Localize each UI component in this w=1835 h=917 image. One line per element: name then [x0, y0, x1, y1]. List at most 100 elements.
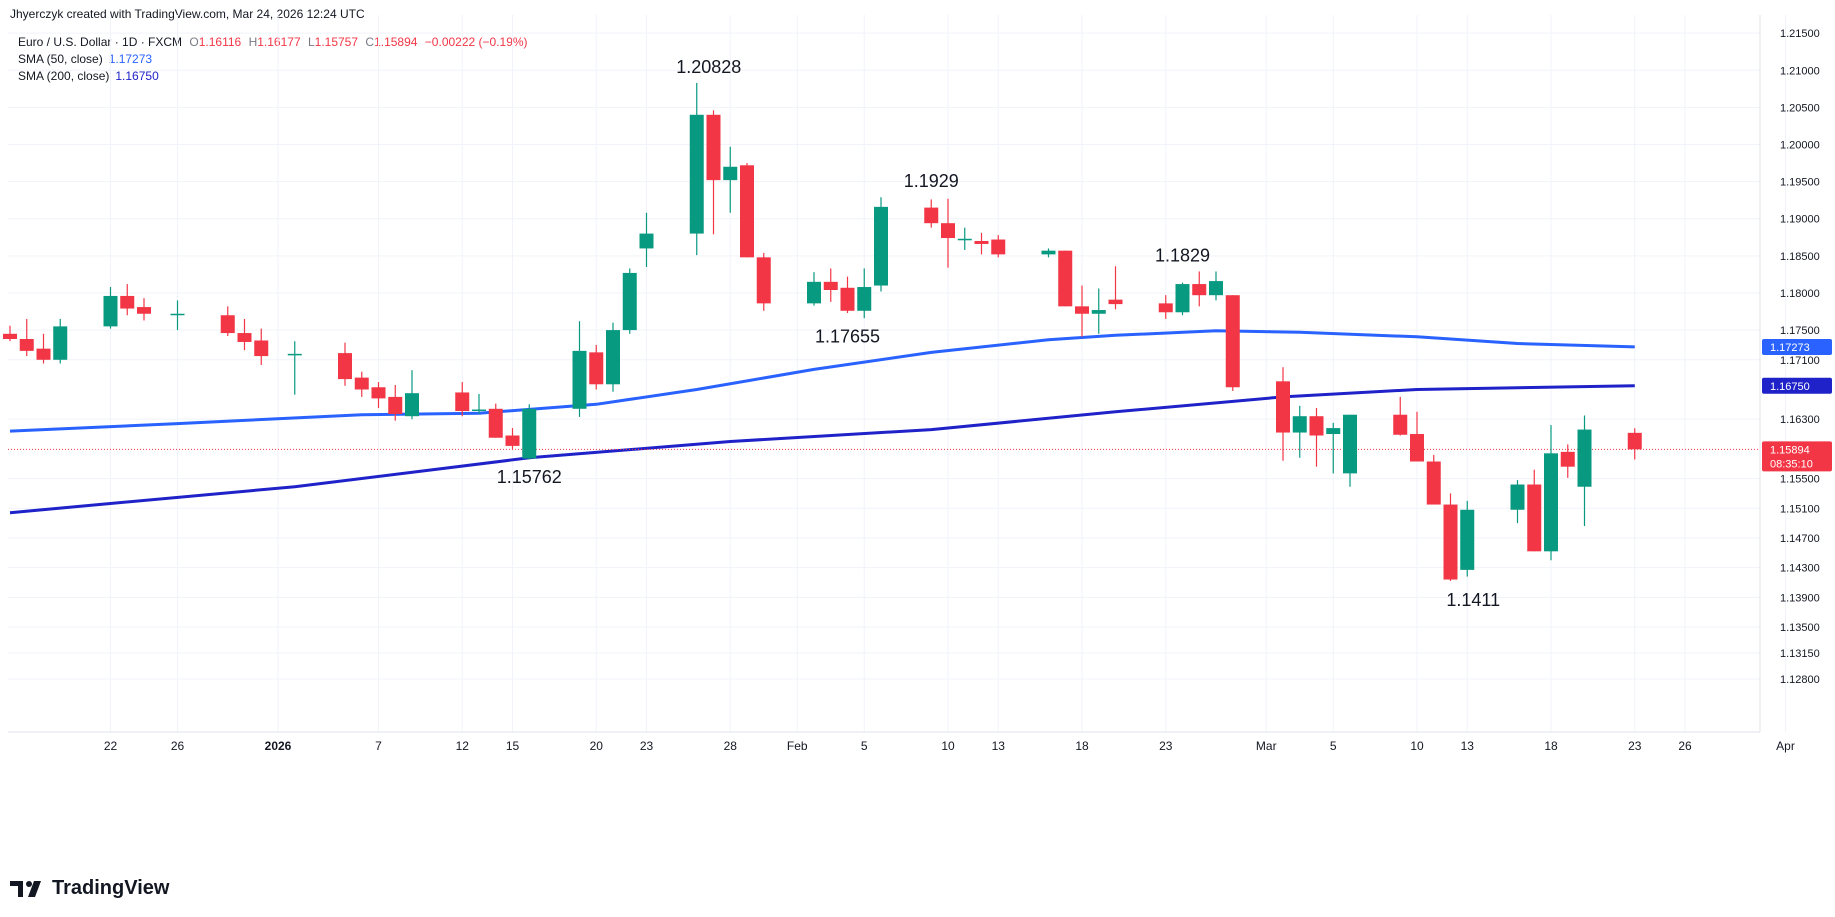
tradingview-logo[interactable]: TradingView — [10, 877, 169, 900]
x-tick-label: 12 — [456, 739, 470, 753]
ohlc-high-key: H — [248, 35, 258, 49]
candle-down — [1627, 428, 1642, 460]
candle-body — [606, 330, 620, 385]
y-tick-label: 1.19500 — [1780, 177, 1820, 189]
sma50-legend-row[interactable]: SMA (50, close) 1.17273 — [18, 51, 528, 68]
candle-body — [220, 315, 235, 334]
sma200-value: 1.16750 — [115, 69, 159, 83]
candle-body — [823, 281, 838, 291]
price-annotation: 1.1829 — [1155, 245, 1210, 265]
candle-down — [354, 371, 369, 397]
candle-body — [1058, 250, 1073, 307]
candle-down — [254, 328, 269, 365]
candle-body — [1343, 414, 1357, 474]
candle-body — [1309, 416, 1324, 436]
candle-body — [689, 114, 704, 234]
candle-up — [639, 212, 654, 267]
candle-body — [1292, 416, 1307, 433]
candle-down — [706, 110, 721, 235]
candle-up — [1326, 422, 1341, 474]
candle-up — [1343, 414, 1357, 487]
y-tick-label: 1.19000 — [1780, 214, 1820, 226]
candle-body — [371, 387, 386, 399]
candle-body — [874, 206, 888, 286]
candle-down — [338, 342, 352, 386]
candle-body — [1075, 306, 1089, 314]
candle-down — [36, 333, 51, 364]
x-tick-label: 7 — [375, 739, 382, 753]
candle-up — [1460, 500, 1475, 577]
annotation-layer: 1.20828 1.1929 1.1829 1.17655 1.15762 1.1411 — [497, 57, 1500, 610]
candle-down — [1560, 444, 1575, 478]
price-annotation: 1.1929 — [904, 171, 959, 191]
x-tick-label: 5 — [1330, 739, 1337, 753]
candle-up — [472, 393, 486, 414]
x-tick-label: 2026 — [265, 739, 292, 753]
axis-price-tag-bg — [1762, 377, 1832, 394]
candle-up — [1292, 405, 1307, 458]
candle-body — [3, 333, 17, 340]
x-tick-label: 23 — [1159, 739, 1173, 753]
sma50-line — [9, 329, 1635, 433]
x-tick-label: 5 — [861, 739, 868, 753]
candle-up — [1175, 282, 1190, 316]
candle-body — [622, 272, 637, 331]
candle-down — [388, 385, 403, 421]
x-tick-label: 13 — [992, 739, 1006, 753]
x-tick-label: 20 — [590, 739, 604, 753]
candle-down — [1158, 295, 1173, 319]
axis-price-tag-text: 1.17273 — [1770, 342, 1810, 354]
y-tick-label: 1.17100 — [1780, 355, 1820, 367]
candle-body — [287, 353, 302, 356]
ohlc-high-value: 1.16177 — [257, 35, 301, 49]
candle-down — [505, 428, 520, 450]
sma200-legend-row[interactable]: SMA (200, close) 1.16750 — [18, 68, 528, 85]
candle-down — [488, 403, 503, 438]
candle-down — [823, 268, 838, 302]
candle-up — [874, 197, 888, 292]
symbol-legend-row[interactable]: Euro / U.S. Dollar · 1D · FXCM O1.16116 … — [18, 34, 528, 51]
chart-legend: Euro / U.S. Dollar · 1D · FXCM O1.16116 … — [18, 34, 528, 85]
x-tick-label: 18 — [1544, 739, 1558, 753]
ohlc-close-value: 1.15894 — [374, 35, 418, 49]
candle-down — [120, 284, 135, 316]
y-tick-label: 1.21000 — [1780, 65, 1820, 77]
candle-up — [103, 287, 118, 329]
y-tick-label: 1.15100 — [1780, 503, 1820, 515]
candle-body — [1326, 428, 1341, 435]
price-annotation: 1.1411 — [1446, 590, 1500, 610]
x-tick-label: 13 — [1461, 739, 1475, 753]
candle-down — [756, 252, 771, 311]
candle-body — [254, 340, 269, 357]
last-price-tag: 1.15894 08:35:10 — [1762, 441, 1832, 472]
candle-down — [840, 276, 855, 314]
x-tick-label: 15 — [506, 739, 520, 753]
candle-up — [53, 318, 68, 364]
tradingview-logo-icon — [10, 880, 41, 897]
ohlc-open-key: O — [189, 35, 199, 49]
x-tick-label: 22 — [104, 739, 118, 753]
ohlc-low-value: 1.15757 — [314, 35, 359, 49]
candle-body — [472, 409, 486, 412]
y-tick-label: 1.15500 — [1780, 474, 1820, 486]
candle-down — [991, 235, 1006, 258]
candle-body — [53, 326, 68, 360]
y-tick-label: 1.21500 — [1780, 28, 1820, 40]
axis-price-tag-bg — [1762, 338, 1832, 355]
y-tick-label: 1.12800 — [1780, 674, 1820, 686]
candle-body — [957, 238, 972, 241]
candle-body — [941, 223, 955, 239]
candle-body — [170, 313, 185, 316]
x-tick-label: 26 — [171, 739, 185, 753]
candle-body — [924, 207, 939, 224]
candle-body — [740, 165, 754, 258]
candle-up — [1091, 288, 1106, 334]
candle-body — [1192, 284, 1207, 296]
candle-up — [1510, 480, 1525, 524]
candle-body — [857, 287, 872, 311]
candle-body — [19, 339, 34, 351]
candle-down — [137, 298, 151, 321]
candle-up — [606, 322, 620, 392]
x-tick-label: 23 — [1628, 739, 1642, 753]
